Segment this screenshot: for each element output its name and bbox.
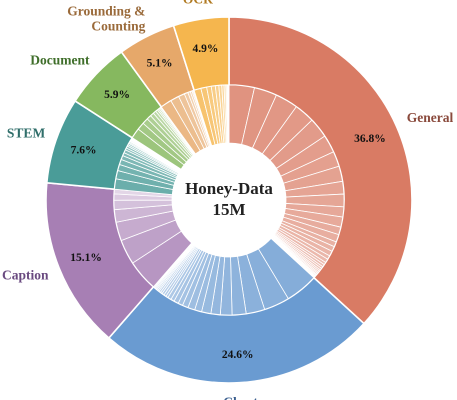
category-label-chart: Chart: [223, 395, 258, 400]
category-label-line: Counting: [91, 18, 145, 33]
percent-label-grounding-counting: 5.1%: [147, 58, 173, 70]
outer-ring: [45, 16, 413, 384]
percent-label-caption: 15.1%: [70, 252, 102, 264]
category-label-line: Chart: [223, 395, 258, 400]
category-label-line: Grounding &: [67, 3, 145, 18]
percent-label-chart: 24.6%: [222, 349, 254, 361]
percent-label-general: 36.8%: [354, 133, 386, 145]
category-label-ocr: OCR: [183, 0, 213, 6]
percent-labels: 36.8% 24.6% 15.1% 7.6% 5.9% 5.1% 4.9%: [70, 43, 386, 361]
category-label-grounding-counting: Grounding & Counting: [67, 3, 145, 33]
category-label-line: OCR: [183, 0, 213, 6]
percent-label-ocr: 4.9%: [192, 43, 218, 55]
inner-slice-ocr-12: [228, 84, 230, 144]
category-label-line: Caption: [2, 267, 49, 282]
category-label-document: Document: [30, 53, 90, 68]
category-label-stem: STEM: [7, 126, 46, 141]
center-subtitle: 15M: [212, 200, 245, 219]
center-title: Honey-Data: [185, 179, 273, 198]
center-hole: [172, 143, 286, 257]
category-label-line: Document: [30, 53, 90, 68]
category-label-general: General: [407, 110, 454, 125]
percent-label-stem: 7.6%: [71, 145, 97, 157]
category-label-line: STEM: [7, 126, 46, 141]
category-label-line: General: [407, 110, 454, 125]
category-label-caption: Caption: [2, 267, 49, 282]
percent-label-document: 5.9%: [104, 89, 130, 101]
